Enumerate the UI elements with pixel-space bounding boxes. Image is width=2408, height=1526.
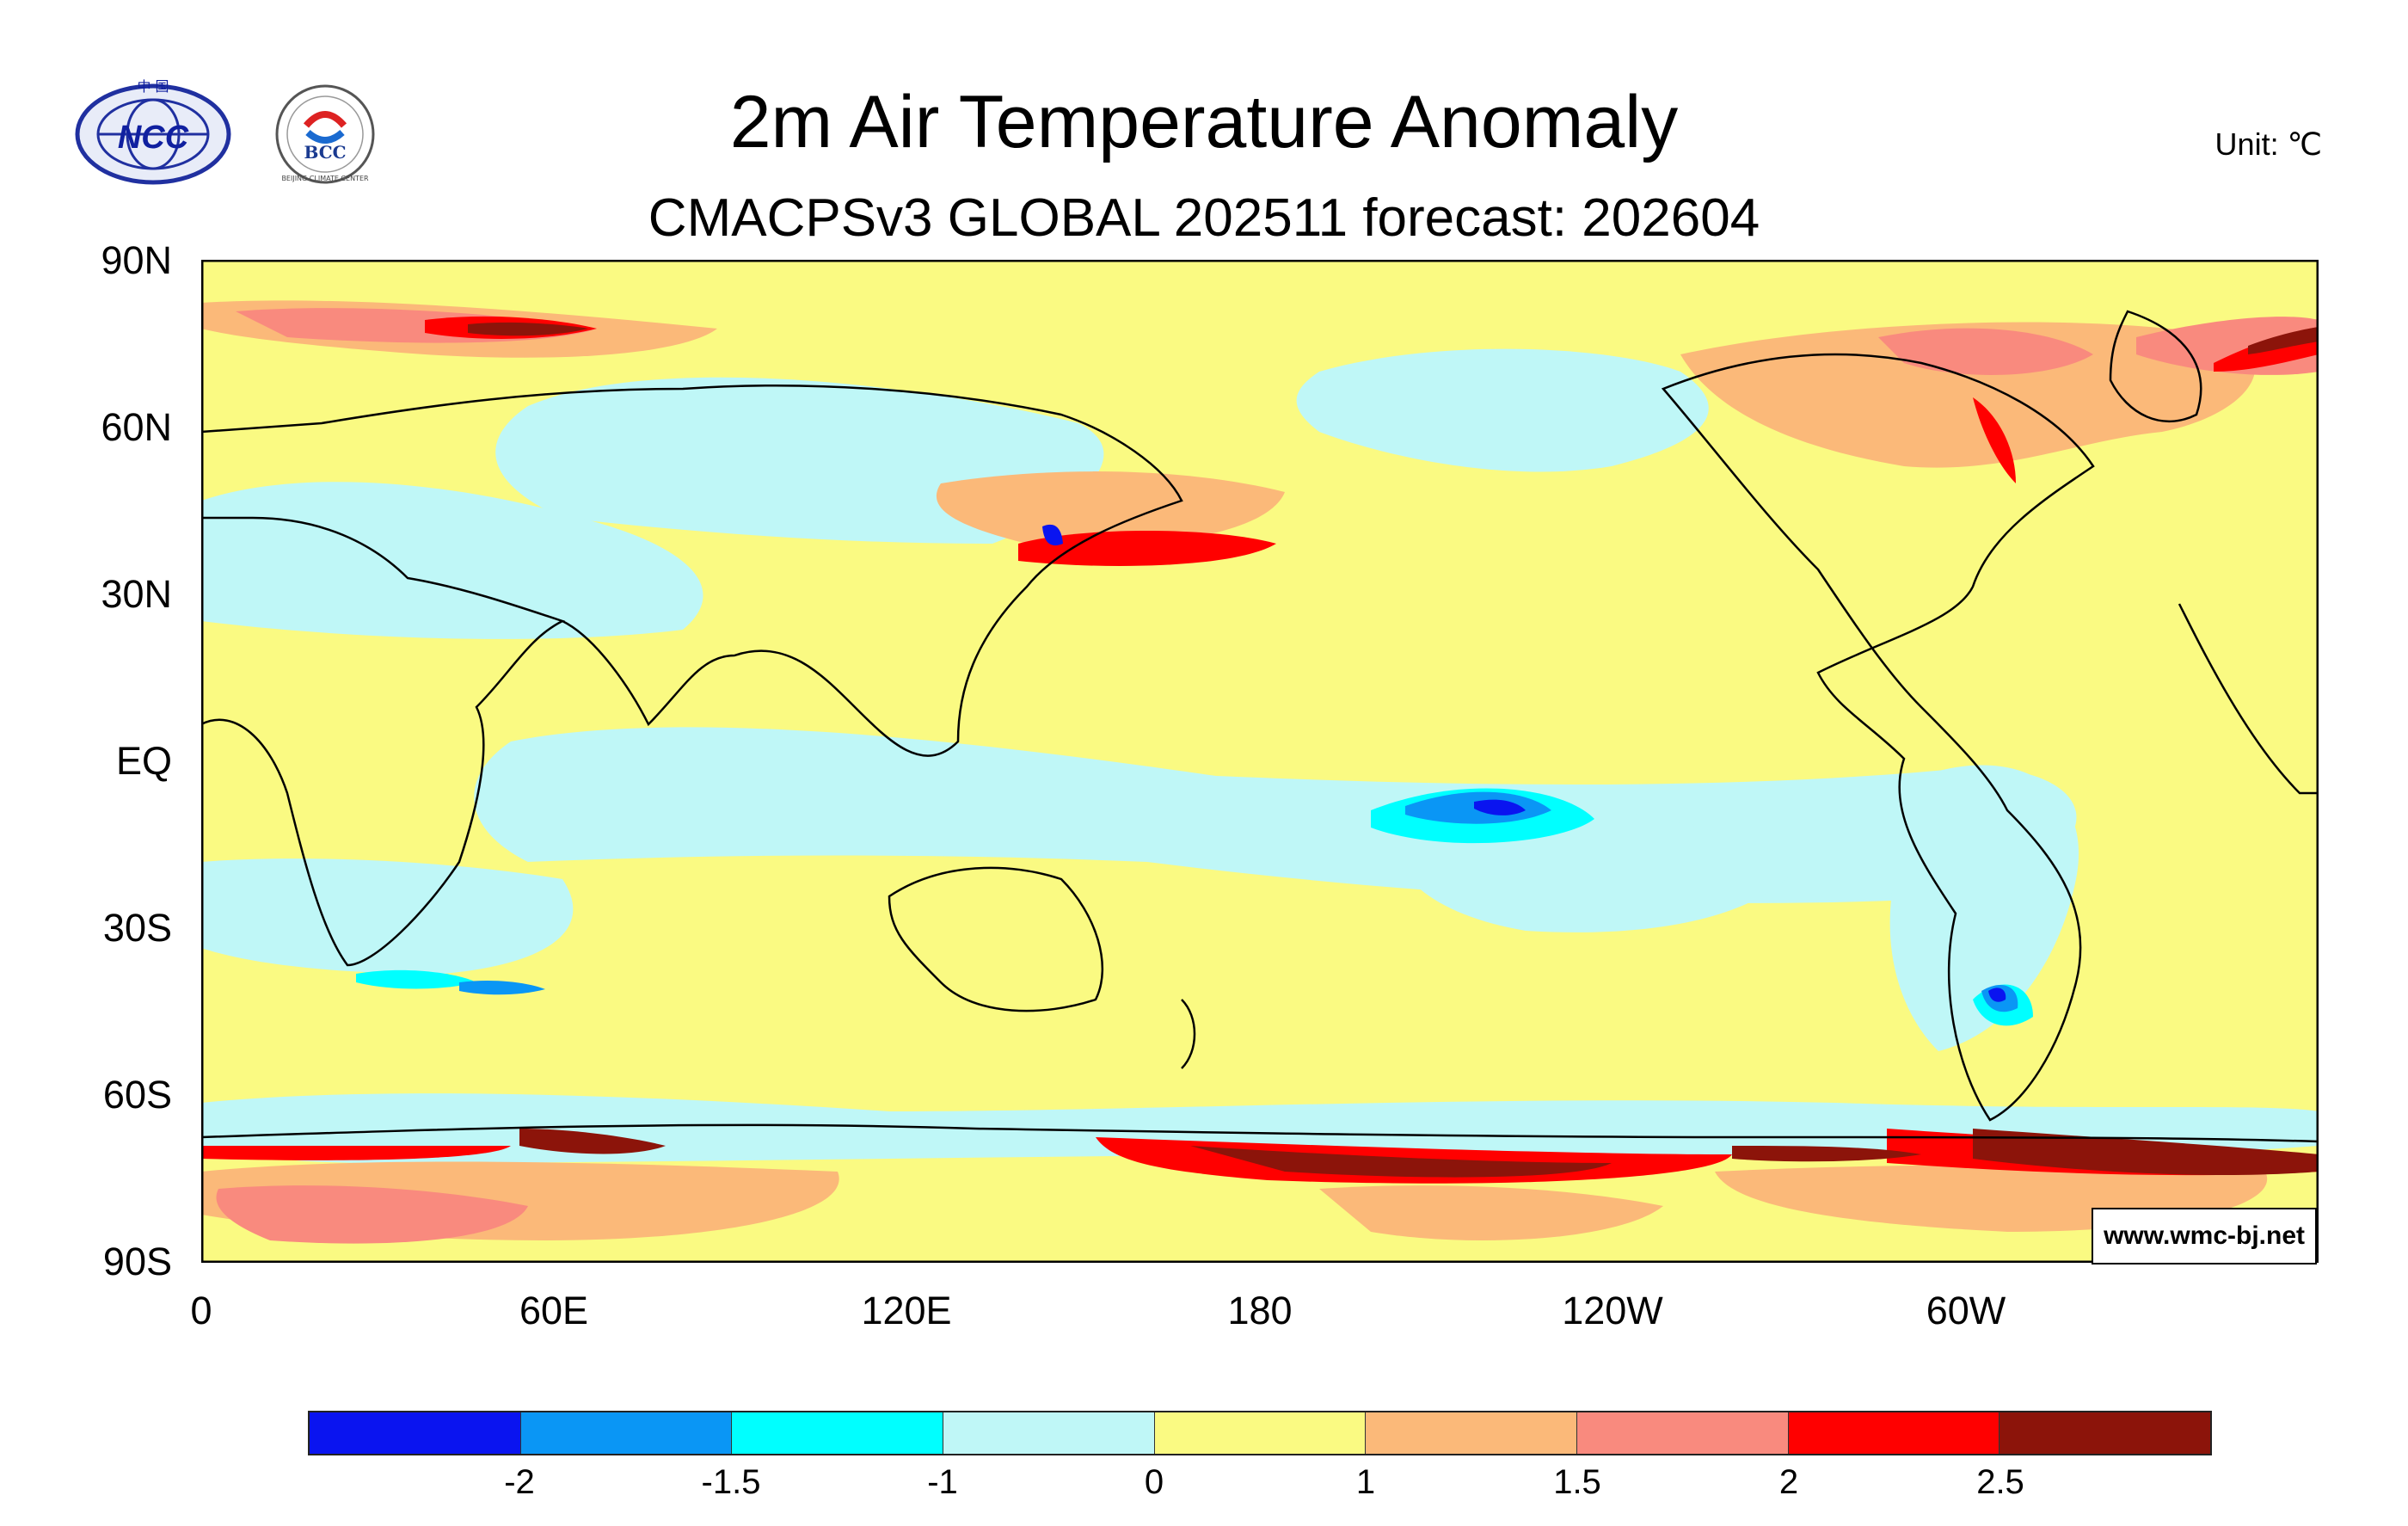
colorbar-segment <box>1366 1412 1578 1454</box>
lat-label: EQ <box>115 739 172 783</box>
colorbar-segment <box>732 1412 944 1454</box>
lon-label: 120W <box>1562 1289 1663 1332</box>
ncc-logo-icon: NCC 中 国 <box>75 78 231 185</box>
lat-label: 90N <box>101 238 172 282</box>
lon-label: 0 <box>190 1289 212 1332</box>
colorbar-label: 0 <box>1144 1463 1164 1501</box>
colorbar-label: -2 <box>504 1463 535 1501</box>
lon-label: 120E <box>861 1289 952 1332</box>
lon-label: 60W <box>1926 1289 2006 1332</box>
colorbar-label: -1 <box>927 1463 958 1501</box>
lat-label: 60N <box>101 405 172 449</box>
colorbar-label: -1.5 <box>701 1463 761 1501</box>
colorbar <box>308 1411 2212 1455</box>
colorbar-segment <box>1788 1412 2000 1454</box>
coastlines <box>201 310 2319 1143</box>
agency-logos: NCC 中 国 BCC BEIJING CLIMATE CENTER <box>75 78 375 185</box>
map-subtitle: CMACPSv3 GLOBAL 202511 forecast: 202604 <box>648 188 1760 248</box>
colorbar-label: 1 <box>1355 1463 1376 1501</box>
colorbar-segment <box>2000 1412 2211 1454</box>
colorbar-segment <box>1577 1412 1789 1454</box>
lat-label: 90S <box>102 1240 172 1283</box>
colorbar-label: 2 <box>1778 1463 1799 1501</box>
colorbar-segment <box>1154 1412 1367 1454</box>
lat-label: 30S <box>102 906 172 950</box>
svg-text:BEIJING CLIMATE CENTER: BEIJING CLIMATE CENTER <box>281 175 369 182</box>
colorbar-label: 2.5 <box>1976 1463 2024 1501</box>
warm-anomaly-darkred <box>468 322 2319 1178</box>
colorbar-segment <box>310 1412 521 1454</box>
lat-label: 30N <box>101 572 172 616</box>
lat-label: 60S <box>102 1073 172 1117</box>
colorbar-label: 1.5 <box>1553 1463 1601 1501</box>
svg-text:BCC: BCC <box>304 142 346 163</box>
cold-anomaly-light <box>201 348 2319 1163</box>
svg-text:NCC: NCC <box>118 120 189 156</box>
credit-label: www.wmc-bj.net <box>2092 1208 2317 1264</box>
cold-anomaly-deepblue <box>1042 524 2006 1002</box>
anomaly-map <box>201 260 2319 1263</box>
map-border <box>201 260 2319 1263</box>
bcc-logo-icon: BCC BEIJING CLIMATE CENTER <box>275 84 375 184</box>
svg-text:中 国: 中 国 <box>137 78 169 95</box>
lon-label: 60E <box>519 1289 589 1332</box>
colorbar-segment <box>520 1412 733 1454</box>
lon-label: 180 <box>1227 1289 1293 1332</box>
map-title: 2m Air Temperature Anomaly <box>729 81 1679 163</box>
colorbar-segment <box>943 1412 1155 1454</box>
unit-label: Unit: ℃ <box>2214 126 2322 162</box>
